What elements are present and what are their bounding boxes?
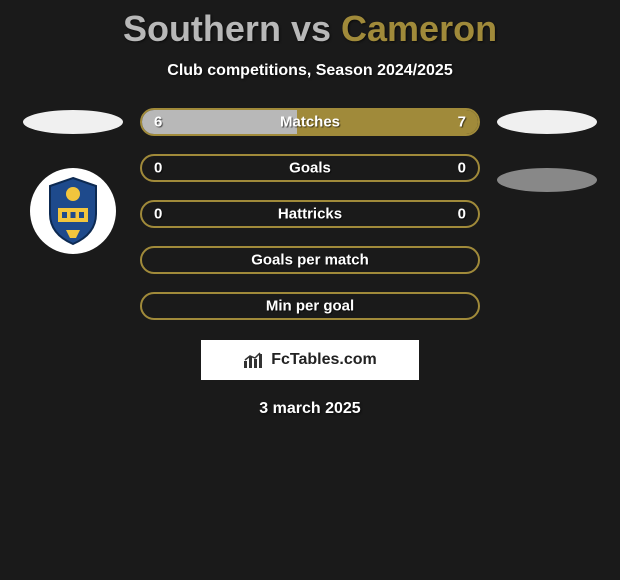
title-team-right: Cameron — [341, 8, 497, 49]
bar-value-left: 6 — [154, 114, 162, 131]
bar-label: Goals — [289, 160, 331, 177]
right-column — [492, 108, 602, 192]
stat-bar: Goals per match — [140, 246, 480, 274]
stat-bar: 0 0 Goals — [140, 154, 480, 182]
stat-bar: 6 7 Matches — [140, 108, 480, 136]
shield-icon — [44, 176, 102, 246]
content-row: 6 7 Matches 0 0 Goals 0 0 Hattricks Goals per mat… — [0, 108, 620, 320]
comparison-card: Southern vs Cameron Club competitions, S… — [0, 0, 620, 418]
team-right-ellipse-1 — [497, 110, 597, 134]
bar-label: Goals per match — [251, 252, 369, 269]
team-left-crest — [30, 168, 116, 254]
stats-bars: 6 7 Matches 0 0 Goals 0 0 Hattricks Goals per mat… — [140, 108, 480, 320]
date-line: 3 march 2025 — [0, 400, 620, 418]
team-left-ellipse — [23, 110, 123, 134]
bar-fill-left — [142, 110, 297, 134]
bar-label: Hattricks — [278, 206, 342, 223]
bar-value-left: 0 — [154, 206, 162, 223]
team-right-ellipse-2 — [497, 168, 597, 192]
title-vs: vs — [291, 8, 331, 49]
stat-bar: Min per goal — [140, 292, 480, 320]
bar-value-right: 0 — [458, 206, 466, 223]
bar-label: Min per goal — [266, 298, 354, 315]
barchart-icon — [243, 351, 265, 369]
stat-bar: 0 0 Hattricks — [140, 200, 480, 228]
brand-badge: FcTables.com — [201, 340, 419, 380]
bar-value-right: 7 — [458, 114, 466, 131]
bar-label: Matches — [280, 114, 340, 131]
left-column — [18, 108, 128, 254]
brand-text: FcTables.com — [271, 351, 377, 369]
bar-value-right: 0 — [458, 160, 466, 177]
subtitle: Club competitions, Season 2024/2025 — [0, 62, 620, 80]
bar-value-left: 0 — [154, 160, 162, 177]
title-team-left: Southern — [123, 8, 281, 49]
page-title: Southern vs Cameron — [0, 8, 620, 50]
